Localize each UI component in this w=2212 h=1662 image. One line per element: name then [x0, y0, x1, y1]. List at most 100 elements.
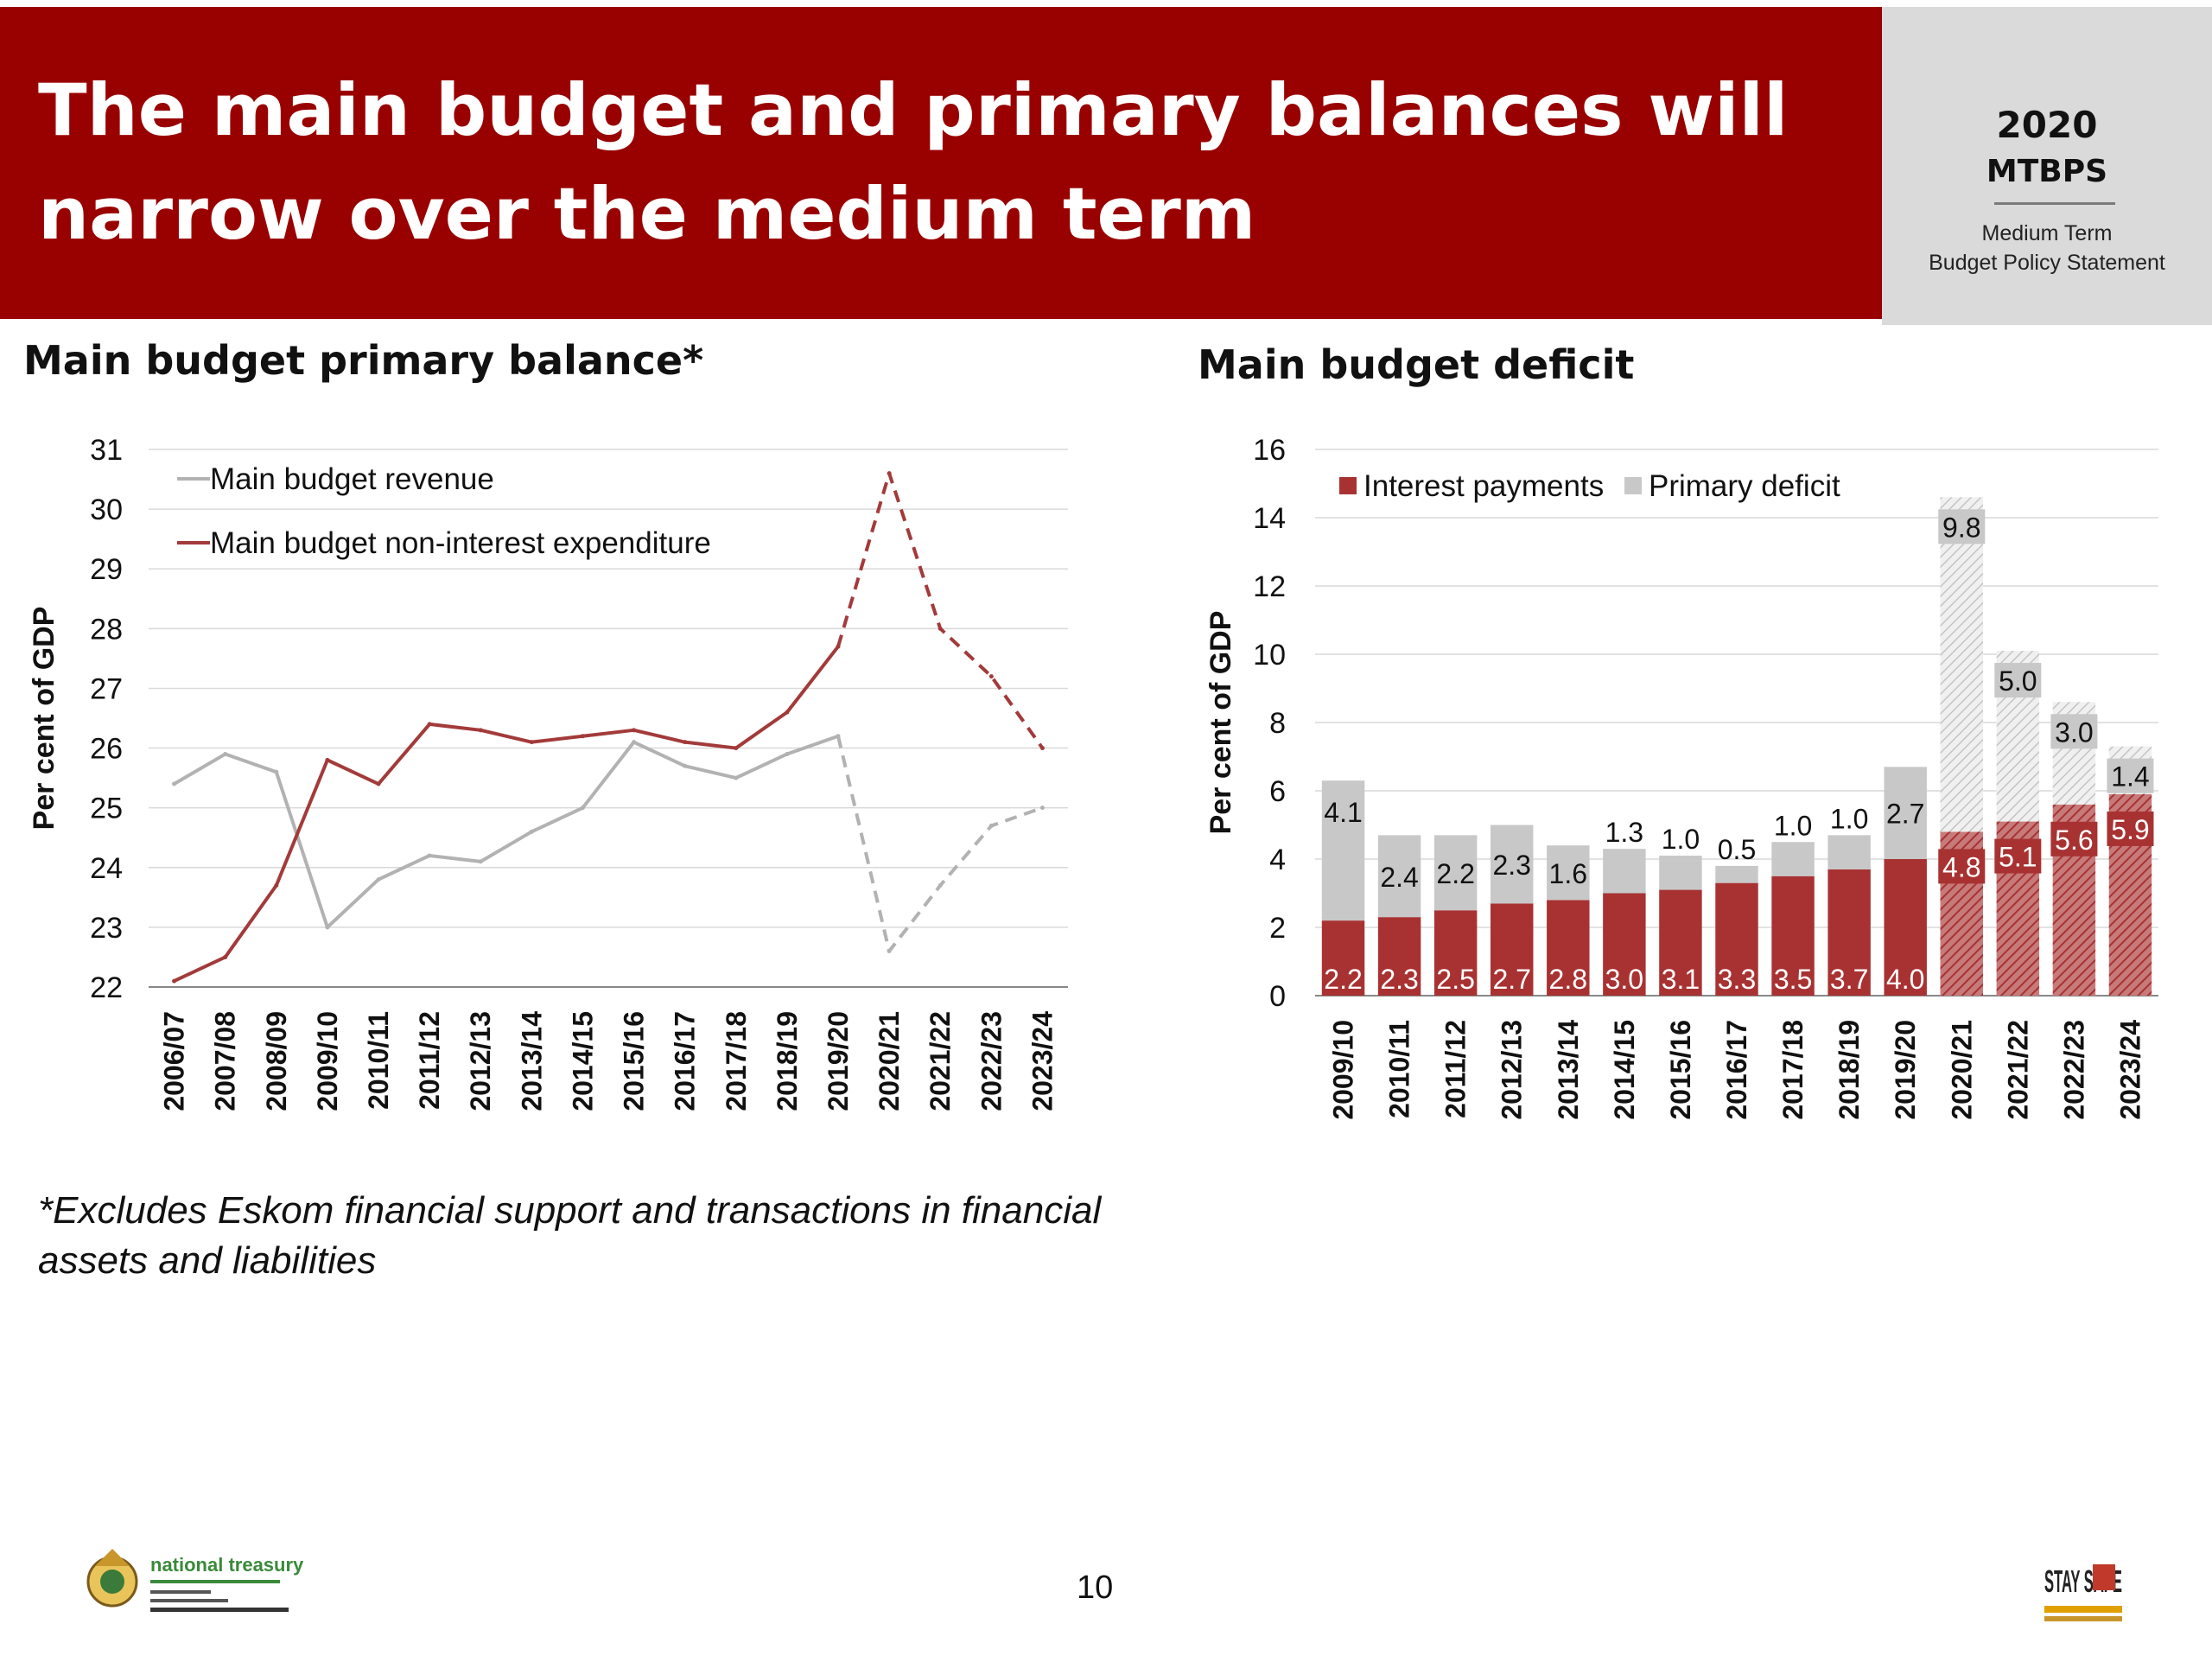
bar-data-label-primary: 0.5: [1718, 834, 1756, 865]
bar-data-label-bg: [2050, 714, 2098, 749]
line-data-point: [478, 859, 483, 864]
bar-data-label-interest: 3.7: [1830, 964, 1868, 995]
bar-data-label-interest: 3.3: [1718, 964, 1756, 995]
bar-x-tick-label: 2011/12: [1440, 1020, 1471, 1118]
bar-interest-payments: [1377, 917, 1421, 996]
bar-data-label-primary: 2.7: [1886, 799, 1924, 830]
line-data-point: [632, 728, 637, 733]
line-x-tick-label: 2013/14: [516, 1011, 547, 1111]
bar-data-label-primary: 1.0: [1830, 803, 1868, 834]
bar-interest-payments: [1659, 889, 1702, 996]
bar-chart-title: Main budget deficit: [1198, 341, 1635, 388]
line-data-point: [785, 710, 790, 715]
bar-data-label-primary: 2.4: [1380, 862, 1418, 893]
bar-data-label-primary: 9.8: [1942, 512, 1980, 543]
bar-data-label-interest: 4.0: [1886, 964, 1924, 995]
bar-y-tick-label: 2: [1269, 912, 1286, 945]
bar-x-tick-label: 2016/17: [1721, 1020, 1752, 1120]
bar-data-label-bg: [1994, 838, 2042, 874]
mtbps-year: 2020: [1996, 104, 2098, 146]
bar-data-label-primary: 5.0: [1999, 665, 2037, 697]
bar-primary-deficit: [1547, 845, 1590, 901]
bar-data-label-primary: 2.2: [1436, 858, 1474, 889]
bar-y-tick-label: 16: [1253, 434, 1286, 467]
line-y-tick-label: 29: [90, 553, 123, 586]
line-x-tick-label: 2019/20: [823, 1011, 854, 1111]
bar-interest-payments: [1433, 910, 1478, 996]
line-series-expenditure: [173, 645, 840, 983]
bar-x-tick-label: 2017/18: [1777, 1020, 1808, 1120]
line-data-point: [988, 823, 994, 828]
line-series-revenue: [173, 734, 839, 929]
bar-primary-deficit: [1603, 849, 1646, 894]
mtbps-name: MTBPS: [1986, 154, 2108, 189]
bar-data-label-interest: 4.8: [1942, 851, 1980, 882]
bar-interest-payments: [1321, 920, 1365, 996]
line-data-point: [1039, 806, 1045, 811]
bar-x-tick-label: 2019/20: [1890, 1020, 1921, 1120]
line-x-tick-label: 2009/10: [312, 1011, 343, 1111]
bar-data-label-interest: 5.9: [2111, 814, 2149, 845]
line-data-point: [427, 722, 432, 727]
line-y-tick-label: 24: [90, 852, 123, 885]
bar-data-label-interest: 2.2: [1324, 964, 1362, 995]
line-x-tick-label: 2012/13: [465, 1011, 496, 1111]
bar-data-label-bg: [1938, 509, 1986, 544]
line-x-tick-label: 2021/22: [925, 1011, 956, 1111]
line-x-tick-label: 2018/19: [772, 1011, 803, 1111]
bar-primary-deficit: [1659, 856, 1702, 890]
line-data-point: [478, 728, 483, 733]
bar-data-label-primary: 1.4: [2111, 761, 2149, 793]
bar-data-label-bg: [2107, 811, 2154, 846]
line-data-point: [683, 740, 688, 745]
legend-label: Interest payments: [1363, 469, 1604, 503]
bar-y-axis-label: Per cent of GDP: [1205, 611, 1237, 835]
mtbps-subtitle: Medium Term Budget Policy Statement: [1882, 219, 2212, 277]
line-data-point: [223, 751, 228, 756]
line-x-tick-label: 2015/16: [619, 1011, 650, 1111]
line-data-point: [427, 853, 432, 858]
bar-primary-deficit: [1827, 835, 1871, 869]
bar-data-label-bg: [1938, 849, 1986, 884]
line-x-tick-label: 2014/15: [567, 1011, 598, 1111]
line-data-point: [172, 978, 177, 984]
bar-data-label-interest: 2.8: [1549, 964, 1587, 995]
bar-x-tick-label: 2023/24: [2114, 1020, 2145, 1120]
line-y-tick-label: 26: [90, 733, 123, 766]
line-data-point: [887, 471, 892, 476]
bar-data-label-primary: 1.0: [1774, 810, 1812, 841]
line-data-point: [836, 734, 841, 739]
bar-interest-payments: [1491, 903, 1534, 996]
line-data-point: [785, 751, 790, 756]
mtbps-subtitle-line2: Budget Policy Statement: [1929, 251, 2165, 275]
line-x-tick-label: 2010/11: [363, 1011, 394, 1110]
line-x-tick-label: 2017/18: [721, 1011, 752, 1111]
line-series-expenditure-forecast: [836, 471, 1045, 749]
line-x-tick-label: 2011/12: [414, 1011, 445, 1110]
bar-y-tick-label: 0: [1269, 980, 1286, 1013]
line-y-tick-label: 22: [90, 971, 123, 1004]
line-data-point: [325, 925, 330, 930]
bar-x-tick-label: 2021/22: [2002, 1020, 2033, 1120]
bar-data-label-interest: 3.1: [1662, 964, 1700, 995]
legend-label: Main budget non-interest expenditure: [210, 526, 711, 560]
line-data-point: [683, 763, 688, 768]
bar-y-tick-label: 6: [1269, 775, 1286, 808]
line-data-point: [325, 757, 330, 762]
line-x-tick-label: 2007/08: [210, 1011, 241, 1111]
legend-swatch: [1339, 477, 1357, 494]
bar-primary-deficit: [1377, 835, 1421, 918]
national-treasury-logo: national treasury: [86, 1549, 304, 1612]
line-data-point: [836, 644, 841, 649]
bar-interest-payments: [1547, 900, 1590, 996]
legend-swatch: [1624, 477, 1642, 494]
line-data-point: [376, 877, 381, 882]
bar-data-label-primary: 3.0: [2055, 716, 2093, 748]
bar-data-label-bg: [2050, 821, 2098, 856]
bar-interest-payments: [1827, 869, 1871, 996]
line-y-tick-label: 28: [90, 613, 123, 646]
line-data-point: [632, 740, 637, 745]
bar-interest-payments: [1771, 876, 1815, 996]
bar-data-label-interest: 2.7: [1492, 964, 1530, 995]
slide-title: The main budget and primary balances wil…: [38, 68, 1789, 256]
